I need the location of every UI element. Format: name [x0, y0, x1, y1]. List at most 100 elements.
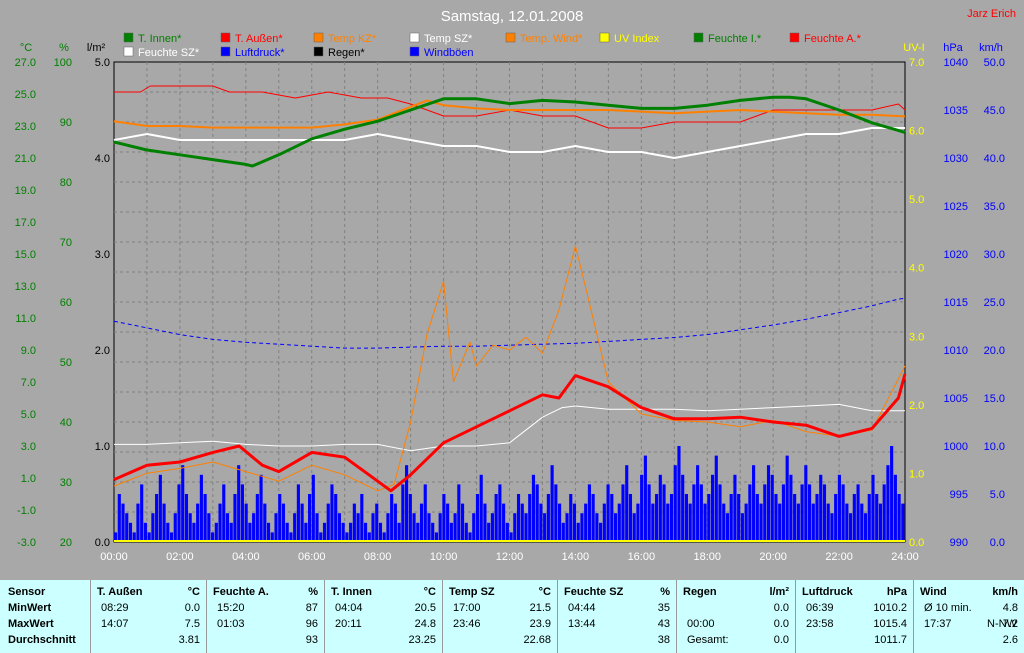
wind-gust-bar [367, 532, 371, 542]
stats-time: Ø 10 min. [924, 602, 972, 614]
stats-cell: 13:44 43 [558, 616, 676, 632]
stats-value: 22.68 [523, 634, 551, 646]
wind-gust-bar [565, 513, 569, 542]
stats-cell: 00:00 0.0 [677, 616, 795, 632]
wind-gust-bar [494, 494, 498, 542]
wind-gust-bar [199, 474, 203, 542]
wind-gust-bar [326, 503, 330, 542]
wind-gust-bar [845, 503, 849, 542]
axis-tick-celsius: 25.0 [15, 89, 36, 101]
stats-value: 0.0 [184, 602, 200, 614]
wind-gust-bar [468, 532, 472, 542]
axis-tick-celsius: 13.0 [15, 281, 36, 293]
axis-tick-celsius: 7.0 [21, 377, 36, 389]
x-axis-tick: 18:00 [693, 551, 721, 563]
wind-gust-bar [681, 474, 685, 542]
wind-gust-bar [442, 494, 446, 542]
wind-gust-bar [520, 503, 524, 542]
axis-tick-rain: 5.0 [95, 57, 110, 69]
stats-value: 96 [305, 618, 318, 630]
wind-gust-bar [169, 532, 174, 542]
wind-gust-bar [147, 532, 151, 542]
wind-gust-bar [752, 465, 756, 542]
wind-gust-bar [173, 513, 177, 542]
wind-gust-bar [584, 503, 588, 542]
stats-value: 24.8 [414, 618, 436, 630]
stats-value: 3.81 [178, 634, 200, 646]
axis-tick-pressure: 1025 [944, 201, 968, 213]
axis-tick-wind: 5.0 [990, 489, 1005, 501]
stats-time: 14:07 [101, 618, 129, 630]
wind-gust-bar [569, 494, 573, 542]
wind-gust-bar [196, 503, 200, 542]
wind-gust-bar [140, 484, 144, 542]
wind-gust-bar [378, 522, 383, 542]
wind-gust-bar [337, 513, 341, 542]
wind-gust-bar [334, 494, 338, 542]
wind-gust-bar [401, 484, 405, 542]
stats-header: Sensor [0, 584, 90, 600]
wind-gust-bar [580, 513, 584, 542]
stats-time: 17:00 [453, 602, 481, 614]
stats-header-label: Wind [920, 586, 947, 598]
axis-tick-wind: 30.0 [984, 249, 1005, 261]
series-line-temp-sz [114, 403, 905, 452]
wind-gust-bar [386, 513, 390, 542]
stats-time: 15:20 [217, 602, 245, 614]
legend-swatch [599, 32, 610, 43]
wind-gust-bar [867, 494, 871, 542]
x-axis-tick: 08:00 [364, 551, 392, 563]
wind-gust-bar [722, 503, 726, 542]
stats-time: 08:29 [101, 602, 129, 614]
wind-gust-bar [725, 513, 730, 542]
wind-gust-bar [647, 484, 651, 542]
stats-header-label: Feuchte SZ [564, 586, 624, 598]
stats-value: 1011.7 [874, 634, 907, 646]
wind-gust-bar [233, 494, 237, 542]
wind-gust-bar [591, 494, 595, 542]
legend-swatch [313, 46, 324, 57]
wind-gust-bar [688, 503, 692, 542]
wind-gust-bar [890, 446, 894, 542]
stats-cell: 2.6 [914, 632, 1024, 648]
wind-gust-bar [240, 484, 244, 542]
axis-unit-rain: l/m² [87, 42, 106, 54]
axis-tick-wind: 25.0 [984, 297, 1005, 309]
wind-gust-bar [304, 522, 308, 542]
wind-gust-bar [285, 522, 289, 542]
axis-tick-wind: 50.0 [984, 57, 1005, 69]
wind-gust-bar [576, 522, 580, 542]
wind-gust-bar [718, 484, 722, 542]
wind-gust-bar [315, 513, 319, 542]
axis-tick-celsius: 3.0 [21, 441, 36, 453]
wind-gust-bar [505, 522, 509, 542]
axis-tick-rain: 2.0 [95, 345, 110, 357]
axis-tick-pressure: 990 [950, 537, 968, 549]
axis-unit-celsius: °C [20, 42, 32, 54]
wind-gust-bar [490, 513, 494, 542]
wind-gust-bar [811, 503, 815, 542]
axis-tick-pressure: 1015 [944, 297, 968, 309]
wind-gust-bar [516, 494, 521, 542]
wind-gust-bar [819, 474, 823, 542]
wind-gust-bar [412, 513, 416, 542]
wind-gust-bar [479, 474, 483, 542]
legend-label: Feuchte I.* [708, 33, 762, 45]
wind-gust-bar [270, 532, 274, 542]
wind-gust-bar [599, 522, 603, 542]
wind-gust-bar [229, 522, 233, 542]
wind-gust-bar [640, 474, 644, 542]
axis-unit-percent: % [59, 42, 69, 54]
wind-gust-bar [737, 494, 741, 542]
axis-tick-celsius: 15.0 [15, 249, 36, 261]
wind-gust-bar [487, 522, 491, 542]
wind-gust-bar [375, 503, 379, 542]
axis-tick-pressure: 1040 [944, 57, 968, 69]
wind-gust-bar [778, 503, 782, 542]
wind-gust-bar [192, 522, 196, 542]
axis-tick-percent: 40 [60, 417, 72, 429]
stats-time: Gesamt: [687, 634, 729, 646]
wind-gust-bar [826, 503, 830, 542]
wind-gust-bar [214, 522, 218, 542]
wind-gust-bar [184, 494, 189, 542]
